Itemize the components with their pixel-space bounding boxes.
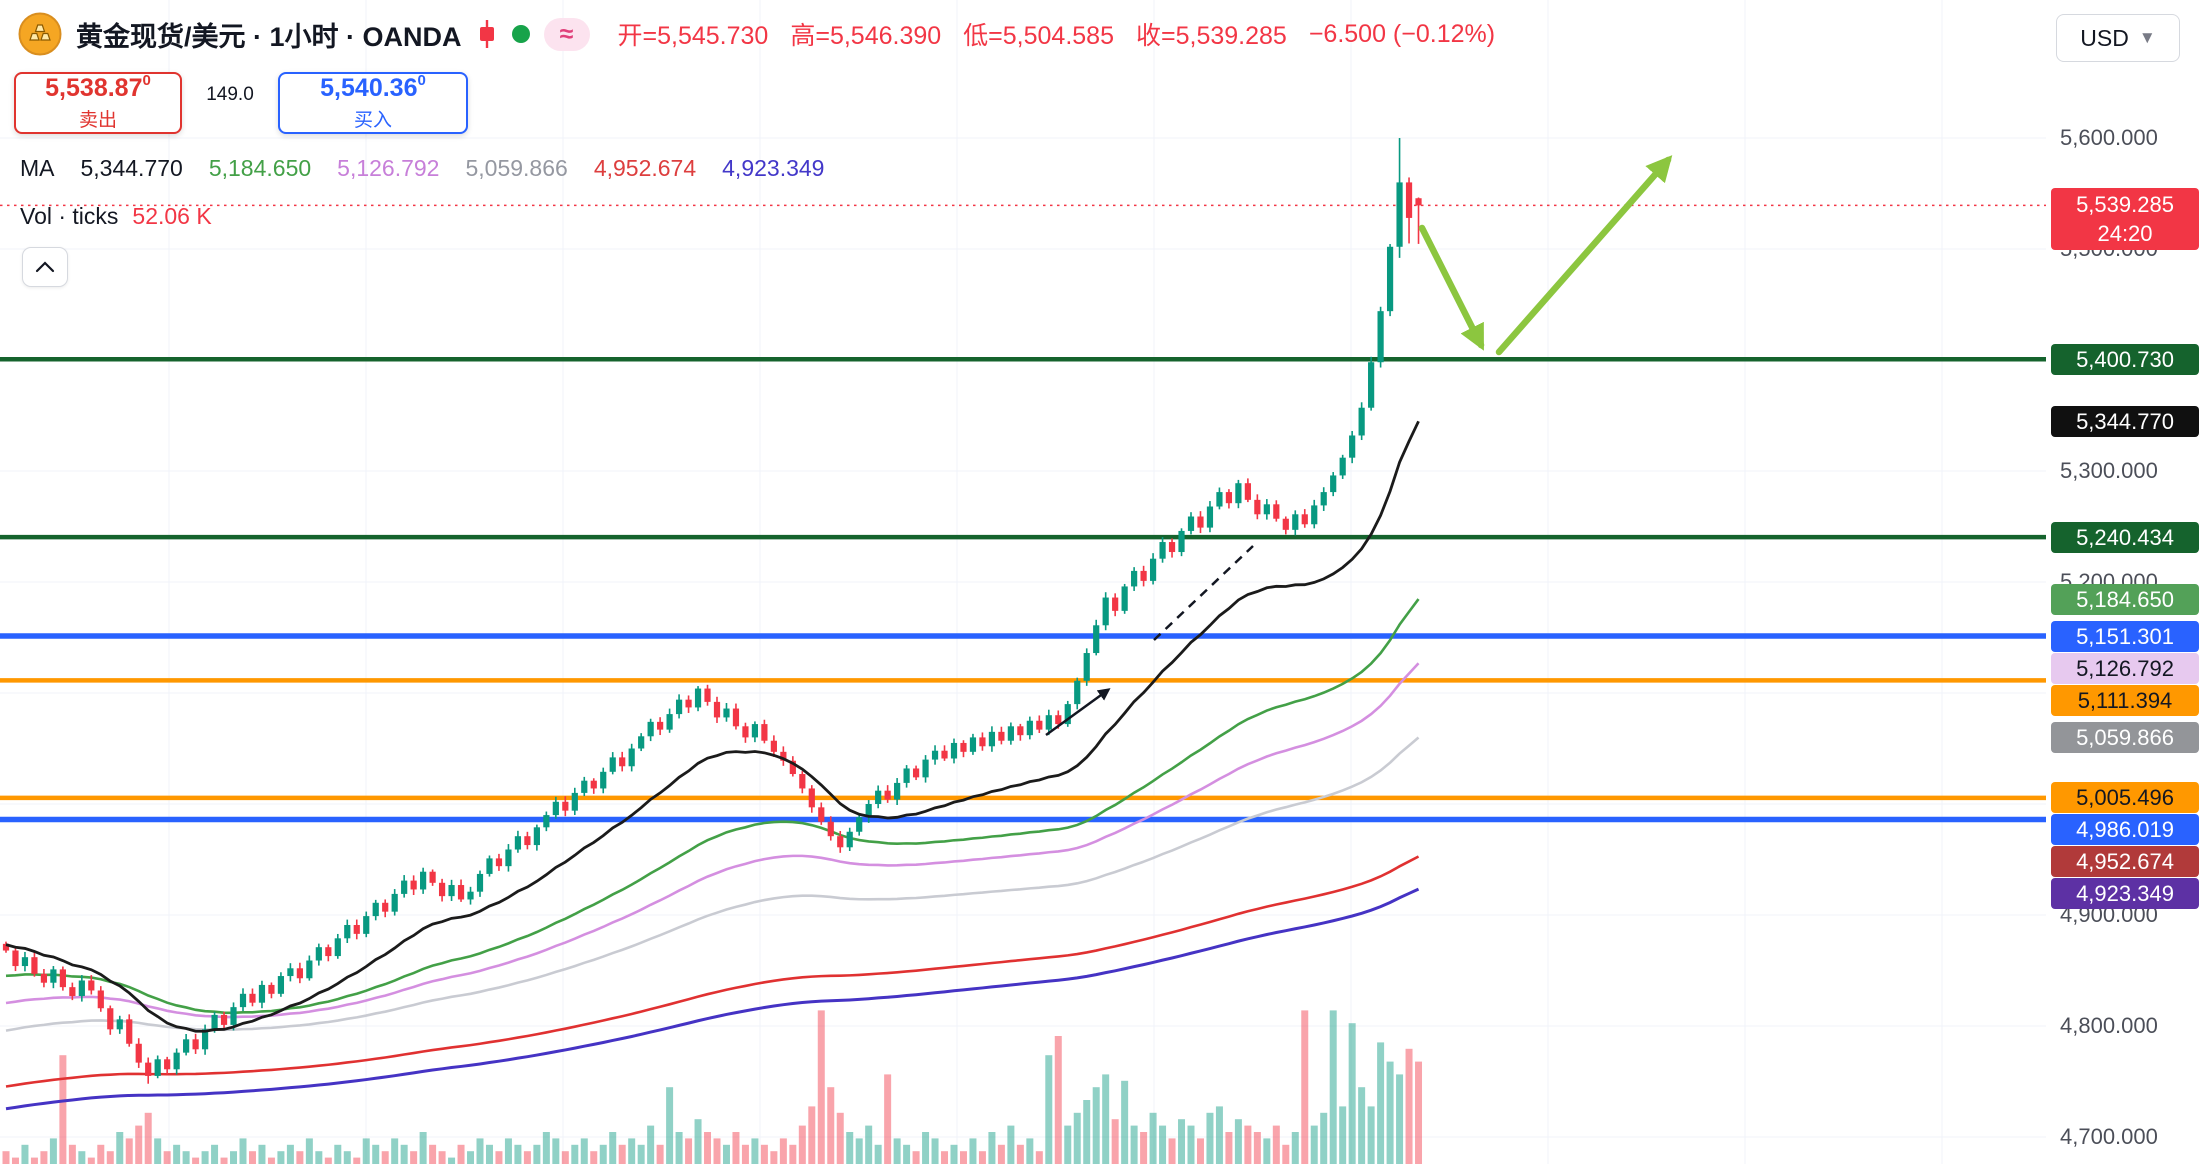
ohlc-change: −6.500 (−0.12%) — [1308, 19, 1496, 48]
candles-icon[interactable] — [476, 19, 498, 49]
price-level-badge: 5,400.730 — [2051, 343, 2199, 375]
collapse-indicators-button[interactable] — [22, 247, 68, 287]
trade-panel: 5,538.870 卖出 149.0 5,540.360 买入 — [14, 72, 468, 134]
last-price-badge: 5,539.285 24:20 — [2051, 188, 2199, 251]
ma-lines — [5, 598, 1420, 1111]
ma-indicator-label: MA — [20, 155, 55, 181]
price-level-badge: 5,344.770 — [2051, 405, 2199, 437]
axis-label: 5,300.000 — [2060, 458, 2158, 483]
ohlc-low: 低=5,504.585 — [963, 22, 1114, 50]
sell-price: 5,538.87 — [45, 74, 143, 102]
price-level-badge: 4,923.349 — [2051, 878, 2199, 910]
axis-label: 5,600.000 — [2060, 125, 2158, 150]
price-level-badge: 5,151.301 — [2051, 620, 2199, 652]
ohlc-close: 收=5,539.285 — [1136, 22, 1287, 50]
price-level-badge: 5,005.496 — [2051, 782, 2199, 814]
ohlc-high: 高=5,546.390 — [790, 22, 942, 50]
buy-price: 5,540.36 — [320, 74, 418, 102]
spread-value: 149.0 — [206, 84, 254, 105]
price-level-badge: 5,240.434 — [2051, 521, 2199, 553]
volume-bars — [2, 1010, 1423, 1164]
symbol-title[interactable]: 黄金现货/美元 · 1小时 · OANDA — [76, 21, 462, 52]
ma-indicator-values: 5,344.770 5,184.650 5,126.792 5,059.866 4,95… — [81, 155, 825, 182]
ma-value: 5,344.770 — [80, 155, 183, 181]
price-level-badge: 4,952.674 — [2051, 846, 2199, 878]
ma-fast-line — [5, 420, 1420, 1033]
ma-value: 4,923.349 — [722, 155, 825, 181]
sell-label: 卖出 — [78, 110, 117, 131]
ma-value: 5,184.650 — [208, 155, 312, 181]
gold-symbol-logo — [18, 12, 62, 56]
key-level-lines[interactable] — [0, 356, 2046, 823]
chart-plot[interactable] — [0, 0, 2046, 1164]
price-level-badge: 5,059.866 — [2051, 722, 2199, 754]
ohlc-open: 开=5,545.730 — [617, 22, 769, 50]
sell-price-sup: 0 — [142, 72, 151, 89]
axis-label: 4,700.000 — [2060, 1124, 2158, 1149]
currency-selector[interactable]: USD ▼ — [2056, 14, 2180, 62]
drawing-annotations[interactable] — [1045, 155, 1673, 737]
currency-label: USD — [2080, 24, 2129, 51]
ohlc-readout: 开=5,545.730 高=5,546.390 低=5,504.585 收=5,… — [618, 16, 1496, 52]
ma-value: 4,952.674 — [593, 155, 697, 181]
ma-value: 5,059.866 — [465, 155, 568, 181]
price-level-badge: 5,111.394 — [2051, 684, 2199, 716]
buy-label: 买入 — [353, 110, 392, 131]
candlesticks — [2, 138, 1422, 1084]
approx-session-badge[interactable]: ≈ — [543, 17, 590, 51]
volume-indicator-label: Vol · ticks — [20, 203, 119, 229]
market-status-dot — [511, 25, 530, 43]
axis-label: 4,800.000 — [2060, 1013, 2158, 1038]
price-axis[interactable]: 5,600.0005,500.0005,300.0005,200.0004,90… — [2046, 0, 2206, 1164]
sell-button[interactable]: 5,538.870 卖出 — [14, 72, 182, 134]
price-level-badge: 5,126.792 — [2051, 652, 2199, 684]
price-level-badge: 4,986.019 — [2051, 814, 2199, 846]
chart-header: 黄金现货/美元 · 1小时 · OANDA ≈ 开=5,545.730 高=5,… — [18, 12, 1495, 56]
buy-price-sup: 0 — [417, 72, 426, 89]
volume-indicator-value: 52.06 K — [132, 203, 212, 229]
buy-button[interactable]: 5,540.360 买入 — [278, 72, 468, 134]
volume-indicator-row[interactable]: Vol · ticks 52.06 K — [20, 203, 212, 230]
chevron-up-icon — [35, 261, 55, 273]
ma-value: 5,126.792 — [337, 155, 440, 181]
price-level-badge: 5,184.650 — [2051, 583, 2199, 615]
ma-indicator-row[interactable]: MA 5,344.770 5,184.650 5,126.792 5,059.866 4… — [20, 155, 824, 182]
chevron-down-icon: ▼ — [2138, 28, 2156, 47]
